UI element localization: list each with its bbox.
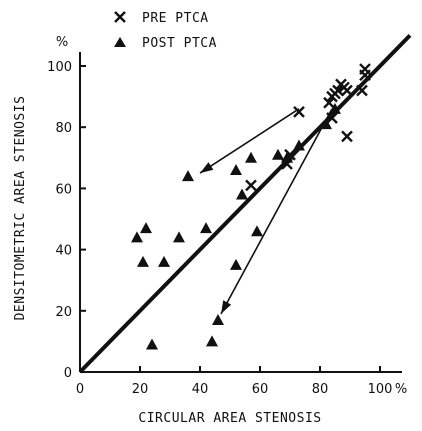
data-points xyxy=(131,63,371,350)
x-tick-label: 20 xyxy=(132,382,149,397)
pre-ptca-point xyxy=(341,130,353,143)
post-ptca-point xyxy=(140,222,152,234)
legend-pre-ptca-label: PRE PTCA xyxy=(142,11,209,26)
post-ptca-point xyxy=(320,118,332,130)
y-unit-label: % xyxy=(56,35,68,50)
pre-ptca-point xyxy=(356,84,368,97)
y-ticks: 0 20 40 60 80 100 xyxy=(47,60,86,381)
x-tick-label: 100 xyxy=(368,382,393,397)
x-ticks: 0 20 40 60 80 100 xyxy=(76,366,393,397)
post-ptca-point xyxy=(230,258,242,270)
pre-ptca-point xyxy=(332,84,344,97)
post-ptca-point xyxy=(137,255,149,267)
x-tick-label: 60 xyxy=(252,382,269,397)
y-tick-label: 0 xyxy=(64,366,72,381)
post-ptca-point xyxy=(245,151,257,163)
post-ptca-point xyxy=(212,313,224,325)
post-ptca-point xyxy=(200,222,212,234)
pre-ptca-point xyxy=(326,112,338,124)
change-arrow xyxy=(220,108,333,315)
x-axis-label: CIRCULAR AREA STENOSIS xyxy=(138,411,321,426)
pre-ptca-point xyxy=(245,179,257,192)
y-tick-label: 60 xyxy=(55,182,72,197)
axes xyxy=(79,52,402,373)
change-arrow xyxy=(199,108,300,174)
legend: PRE PTCA POST PTCA xyxy=(114,11,217,51)
y-axis-label: DENSITOMETRIC AREA STENOSIS xyxy=(13,96,28,321)
post-ptca-point xyxy=(182,170,194,182)
pre-ptca-point xyxy=(293,106,305,118)
post-ptca-point xyxy=(251,225,263,237)
y-tick-label: 20 xyxy=(55,305,72,320)
pre-ptca-point xyxy=(323,96,335,109)
post-ptca-point xyxy=(293,139,305,151)
pre-ptca-point xyxy=(359,63,371,75)
x-unit-label: % xyxy=(395,382,407,397)
y-tick-label: 100 xyxy=(47,60,72,75)
x-tick-label: 80 xyxy=(312,382,329,397)
legend-post-ptca-marker xyxy=(114,37,126,47)
legend-pre-ptca-marker xyxy=(114,11,126,23)
post-ptca-point xyxy=(272,148,284,160)
y-tick-label: 80 xyxy=(55,121,72,136)
identity-line xyxy=(78,33,412,374)
post-ptca-point xyxy=(131,231,143,243)
post-ptca-point xyxy=(146,338,158,350)
pre-ptca-point xyxy=(341,84,353,97)
post-ptca-point xyxy=(281,151,293,163)
post-ptca-point xyxy=(236,188,248,200)
x-tick-label: 0 xyxy=(76,382,84,397)
x-tick-label: 40 xyxy=(192,382,209,397)
legend-post-ptca-label: POST PTCA xyxy=(142,36,217,51)
post-ptca-point xyxy=(158,255,170,267)
y-tick-label: 40 xyxy=(55,244,72,259)
arrows xyxy=(199,108,333,315)
post-ptca-point xyxy=(230,164,242,176)
post-ptca-point xyxy=(329,102,341,114)
post-ptca-point xyxy=(173,231,185,243)
post-ptca-point xyxy=(206,335,218,347)
